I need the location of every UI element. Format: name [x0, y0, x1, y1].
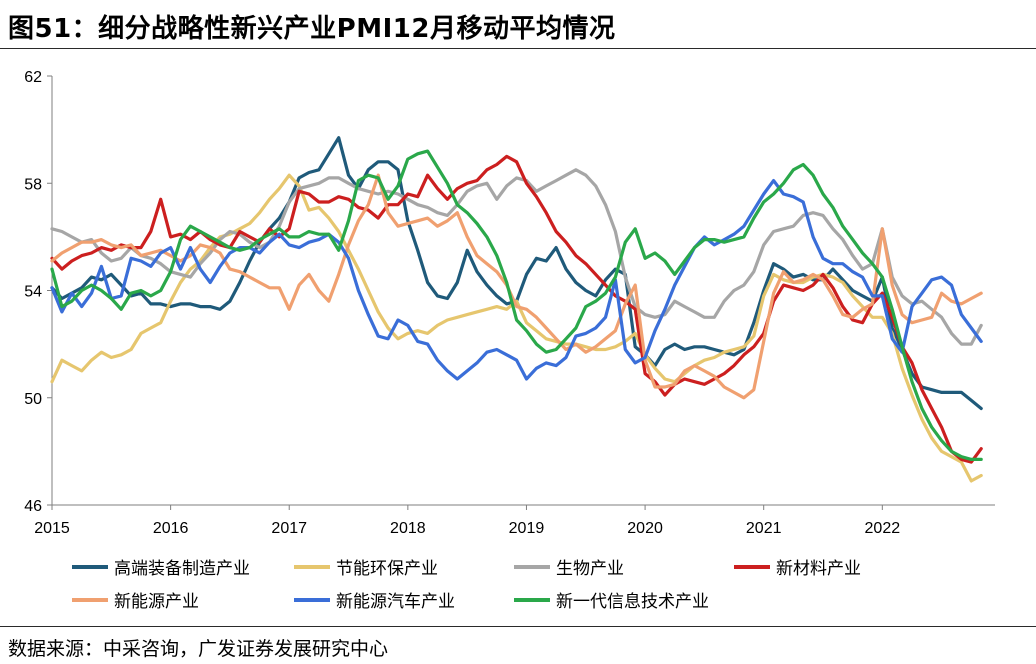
title-divider — [0, 48, 1036, 49]
y-tick-label: 54 — [24, 284, 42, 301]
x-tick-label: 2022 — [865, 520, 901, 537]
y-tick-label: 62 — [24, 69, 42, 86]
y-tick-label: 46 — [24, 498, 42, 515]
source-divider — [0, 626, 1036, 627]
x-tick-label: 2018 — [390, 520, 426, 537]
x-tick-label: 2019 — [509, 520, 545, 537]
data-source-note: 数据来源：中采咨询，广发证券发展研究中心 — [8, 638, 389, 660]
chart-title: 图51：细分战略性新兴产业PMI12月移动平均情况 — [8, 14, 616, 44]
chart-axes: 46 50 54 58 62 2015 2016 2017 2018 2019 2020 2021 20… — [24, 69, 995, 537]
series-line-4 — [50, 154, 983, 464]
x-tick-label: 2015 — [34, 520, 70, 537]
series-line-7 — [50, 149, 983, 461]
y-tick-label: 50 — [24, 391, 42, 408]
x-tick-label: 2020 — [627, 520, 663, 537]
legend-label-2: 节能环保产业 — [336, 559, 438, 579]
plot-area — [50, 136, 983, 483]
legend-label-6: 新能源汽车产业 — [336, 592, 455, 612]
series-line-2 — [50, 173, 983, 483]
series-line-5 — [50, 173, 983, 400]
y-tick-label: 58 — [24, 176, 42, 193]
x-tick-label: 2017 — [271, 520, 307, 537]
legend-label-5: 新能源产业 — [114, 592, 199, 612]
legend-label-3: 生物产业 — [556, 559, 624, 579]
legend-label-4: 新材料产业 — [776, 559, 861, 579]
legend-label-7: 新一代信息技术产业 — [556, 592, 709, 612]
x-tick-label: 2016 — [153, 520, 189, 537]
x-tick-label: 2021 — [746, 520, 782, 537]
legend-label-1: 高端装备制造产业 — [114, 559, 250, 579]
series-line-3 — [50, 168, 983, 346]
series-line-6 — [50, 179, 983, 381]
